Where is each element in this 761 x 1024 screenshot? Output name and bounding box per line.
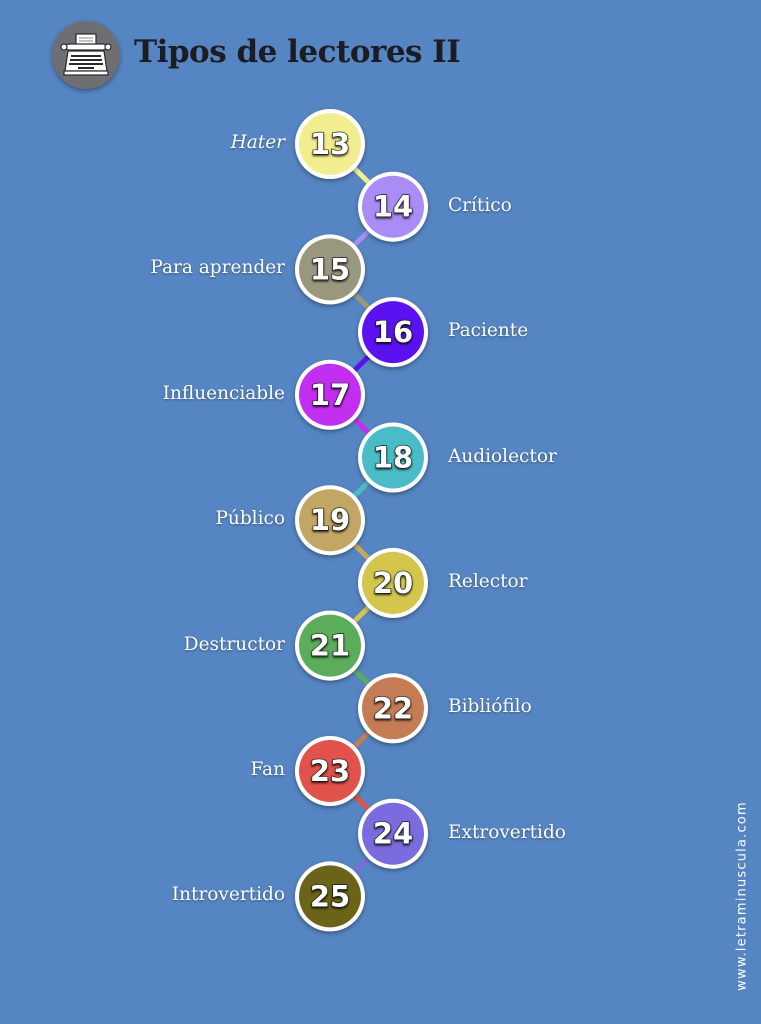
- node-fill: [299, 363, 361, 426]
- reader-node-18: 18: [358, 422, 428, 493]
- reader-number: 24: [373, 817, 413, 851]
- reader-label-25: Introvertido: [171, 884, 285, 906]
- reader-number: 22: [373, 691, 413, 725]
- reader-number: 17: [310, 378, 350, 412]
- reader-number: 15: [310, 252, 350, 286]
- reader-number: 18: [373, 441, 413, 475]
- reader-label-24: Extrovertido: [448, 821, 566, 843]
- reader-node-16: 16: [358, 297, 428, 368]
- reader-label-15: Para aprender: [150, 257, 285, 279]
- node-fill: [362, 175, 424, 238]
- reader-label-19: Público: [215, 508, 285, 530]
- reader-node-17: 17: [295, 359, 365, 430]
- watermark: www.letraminuscula.com: [734, 801, 750, 991]
- node-fill: [299, 865, 361, 928]
- reader-node-20: 20: [358, 547, 428, 618]
- typewriter-icon: [52, 21, 120, 89]
- reader-node-14: 14: [358, 171, 428, 242]
- node-fill: [299, 238, 361, 301]
- reader-node-21: 21: [295, 610, 365, 681]
- reader-node-19: 19: [295, 485, 365, 556]
- node-fill: [299, 614, 361, 677]
- node-fill: [362, 802, 424, 865]
- reader-node-15: 15: [295, 234, 365, 305]
- reader-number: 19: [310, 503, 350, 537]
- reader-label-14: Crítico: [448, 194, 512, 216]
- reader-node-23: 23: [295, 736, 365, 806]
- reader-number: 13: [310, 127, 350, 161]
- reader-number: 25: [310, 879, 350, 913]
- reader-label-18: Audiolector: [448, 445, 557, 467]
- reader-node-25: 25: [295, 861, 365, 932]
- reader-label-17: Influenciable: [162, 382, 285, 404]
- node-fill: [362, 426, 424, 489]
- reader-label-22: Bibliófilo: [448, 696, 532, 718]
- reader-label-21: Destructor: [183, 633, 285, 655]
- reader-node-24: 24: [358, 798, 428, 869]
- node-fill: [299, 489, 361, 552]
- reader-number: 20: [373, 566, 413, 600]
- reader-number: 16: [373, 315, 413, 349]
- reader-number: 21: [310, 629, 350, 663]
- reader-node-22: 22: [358, 673, 428, 744]
- reader-node-13: 13: [295, 109, 365, 179]
- reader-number: 14: [373, 190, 413, 224]
- page-title: Tipos de lectores II: [134, 34, 461, 70]
- reader-label-16: Paciente: [448, 320, 529, 342]
- reader-label-20: Relector: [448, 570, 528, 592]
- reader-label-23: Fan: [250, 759, 285, 780]
- node-fill: [362, 301, 424, 364]
- node-fill: [362, 551, 424, 614]
- node-fill: [299, 740, 361, 802]
- node-fill: [299, 113, 361, 175]
- reader-label-13: Hater: [230, 132, 285, 153]
- reader-number: 23: [310, 754, 350, 788]
- node-fill: [362, 677, 424, 740]
